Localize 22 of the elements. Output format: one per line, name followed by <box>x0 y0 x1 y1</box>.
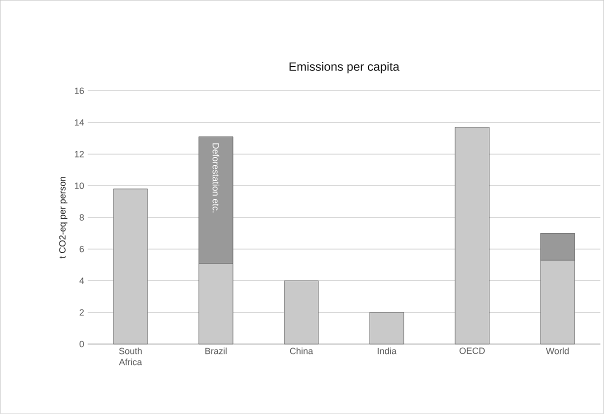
x-tick-label: OECD <box>460 348 485 354</box>
y-tick-label: 8 <box>80 214 84 221</box>
x-tick-label: India <box>378 348 397 354</box>
y-axis-title: t CO2-eq per person <box>59 177 68 258</box>
bar <box>113 188 148 344</box>
y-tick-label: 12 <box>74 151 84 158</box>
y-tick-label: 14 <box>74 119 84 126</box>
annotation: Deforestation etc. <box>212 143 220 212</box>
x-tick-label: South Africa <box>119 348 142 366</box>
bar <box>369 312 404 344</box>
y-tick-label: 10 <box>74 182 84 190</box>
x-tick-label: Brazil <box>205 348 227 354</box>
y-tick-label: 16 <box>74 88 84 94</box>
bar <box>454 127 490 344</box>
chart-title: Emissions per capita <box>290 62 400 74</box>
bar <box>284 280 319 344</box>
y-tick-label: 2 <box>80 309 84 316</box>
x-tick-label: World <box>546 348 569 354</box>
y-tick-label: 6 <box>80 246 84 252</box>
x-tick-label: China <box>290 348 314 354</box>
y-tick-label: 4 <box>79 278 84 284</box>
y-tick-label: 0 <box>80 340 84 348</box>
